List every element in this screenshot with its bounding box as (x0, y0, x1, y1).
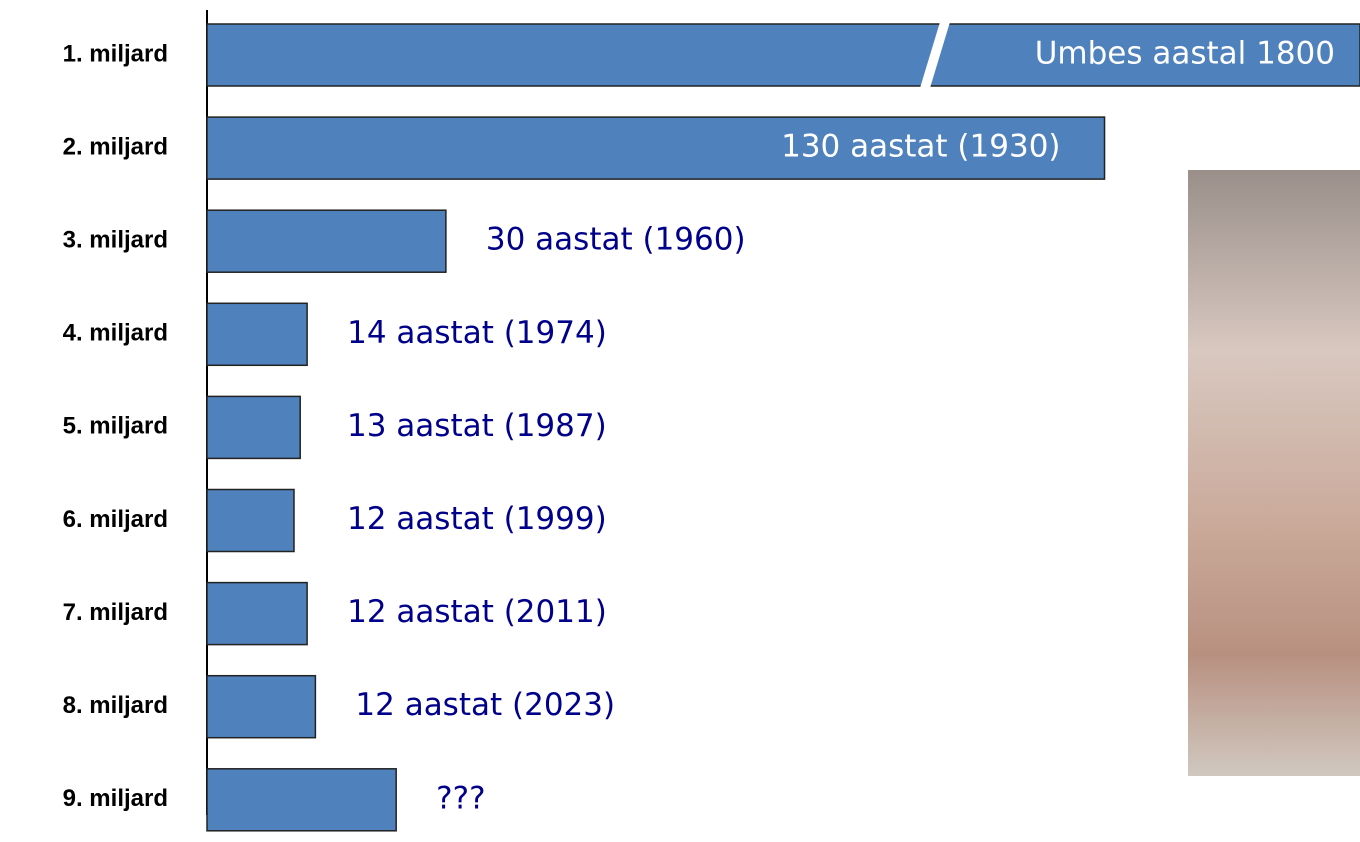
bar (206, 395, 301, 460)
y-tick-label: 2. miljard (63, 133, 168, 160)
y-tick-label: 9. miljard (63, 785, 168, 812)
bar-annotation: 13 aastat (1987) (347, 408, 607, 444)
y-tick-label: 7. miljard (63, 599, 168, 626)
bar-annotation: 12 aastat (1999) (347, 501, 607, 537)
y-tick-label: 6. miljard (63, 506, 168, 533)
break-mark (920, 22, 950, 88)
bar (206, 302, 308, 367)
y-tick-label: 8. miljard (63, 692, 168, 719)
y-tick-label: 1. miljard (63, 40, 168, 67)
bar (206, 209, 447, 273)
bar-annotation: ??? (436, 780, 485, 816)
bar (206, 581, 308, 646)
bar (206, 768, 397, 832)
bar-annotation: Umbes aastal 1800 (1035, 36, 1335, 72)
bar (206, 116, 1106, 180)
photo (1188, 170, 1360, 776)
bar (206, 674, 317, 739)
bar-annotation: 14 aastat (1974) (347, 315, 607, 351)
y-tick-label: 3. miljard (63, 227, 168, 254)
bar-annotation: 12 aastat (2023) (355, 687, 615, 723)
bar-annotation: 30 aastat (1960) (486, 222, 746, 258)
bar (206, 23, 1360, 87)
y-tick-label: 5. miljard (63, 413, 168, 440)
bar-annotation: 130 aastat (1930) (781, 129, 1060, 165)
bar-annotation: 12 aastat (2011) (347, 594, 607, 630)
bar (206, 488, 295, 553)
y-tick-label: 4. miljard (63, 320, 168, 347)
